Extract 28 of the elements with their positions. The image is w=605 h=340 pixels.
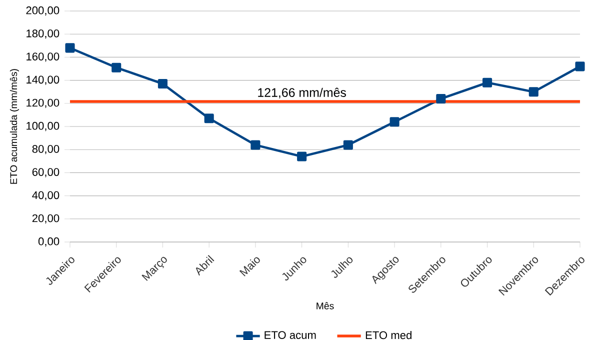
y-tick-label: 60,00: [32, 168, 60, 178]
point: [390, 117, 400, 127]
point: [528, 87, 538, 97]
y-tick-label: 120,00: [26, 98, 60, 108]
point: [204, 114, 214, 124]
y-tick-label: 0,00: [38, 237, 60, 247]
point: [575, 62, 585, 72]
point: [112, 62, 122, 72]
point: [158, 78, 168, 89]
point: [343, 140, 353, 150]
y-tick-label: 180,00: [26, 30, 60, 39]
y-tick-label: 40,00: [32, 191, 60, 200]
legend-label: ETO med: [366, 330, 412, 340]
point: [482, 78, 492, 88]
y-tick-label: 140,00: [26, 76, 60, 85]
point: [436, 94, 446, 104]
y-tick-label: 20,00: [32, 214, 60, 224]
point: [297, 152, 307, 162]
y-tick-label: 100,00: [26, 122, 60, 132]
annotation: 121,66 mm/mês: [258, 88, 346, 98]
x-axis-title: Mês: [316, 302, 334, 310]
y-tick-label: 80,00: [32, 145, 60, 154]
y-tick-label: 160,00: [26, 52, 60, 62]
legend-label: ETO acum: [264, 331, 316, 339]
y-tick-label: 200,00: [26, 6, 60, 16]
y-axis-title: ETO acumulada (mm/mês): [10, 69, 19, 184]
point: [65, 43, 75, 53]
point: [250, 140, 260, 150]
